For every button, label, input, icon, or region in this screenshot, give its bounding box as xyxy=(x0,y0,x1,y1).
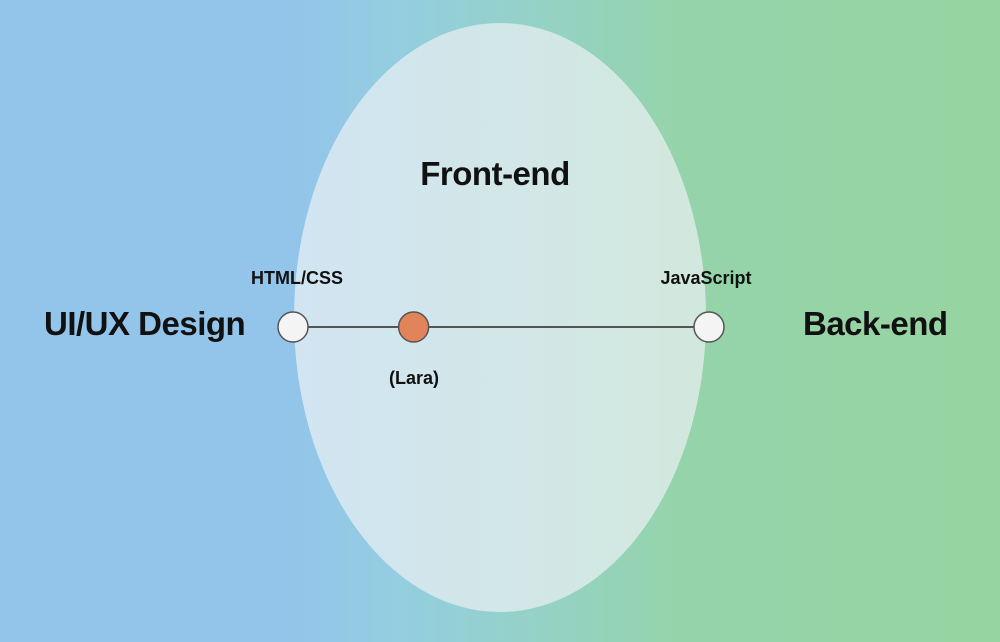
javascript-label: JavaScript xyxy=(660,268,752,288)
ui-ux-design-title: UI/UX Design xyxy=(44,305,246,342)
html-css-label: HTML/CSS xyxy=(251,268,343,288)
lara-marker xyxy=(397,311,430,343)
lara-label: (Lara) xyxy=(388,368,439,388)
javascript-endpoint xyxy=(693,311,725,343)
front-end-title: Front-end xyxy=(420,155,570,192)
html-css-endpoint xyxy=(277,311,309,343)
front-end-ellipse xyxy=(294,23,706,612)
back-end-title: Back-end xyxy=(803,305,948,342)
